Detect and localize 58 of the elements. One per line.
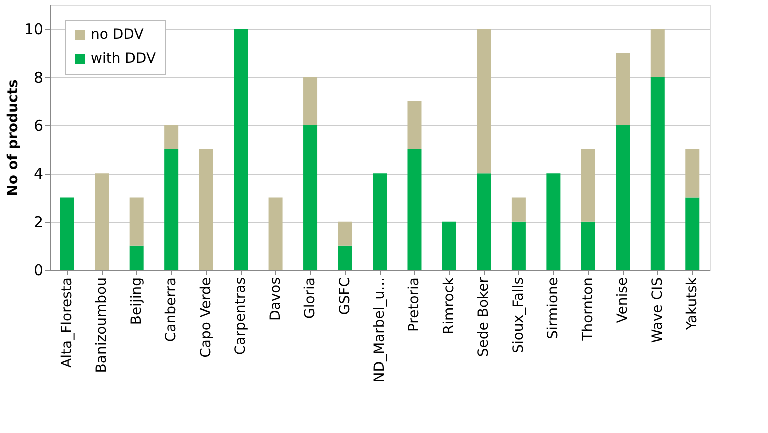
x-tick-label: Pretoria <box>406 278 423 332</box>
x-tick-label: Sioux_Falls <box>510 278 527 354</box>
bar <box>616 53 630 126</box>
bar <box>130 198 144 246</box>
bar <box>477 174 492 270</box>
x-tick-label: Banizoumbou <box>94 278 110 374</box>
y-tick-label: 8 <box>34 68 44 87</box>
x-tick-label: Davos <box>268 278 284 322</box>
legend-label: no DDV <box>91 27 144 43</box>
bar <box>686 198 700 270</box>
bar <box>408 101 422 150</box>
bar <box>373 174 387 270</box>
bar <box>304 125 318 270</box>
y-tick-label: 10 <box>24 20 44 39</box>
x-tick-label: Thornton <box>580 278 596 342</box>
y-tick-label: 4 <box>34 165 44 184</box>
legend-label: with DDV <box>91 51 156 67</box>
bar <box>164 125 179 150</box>
y-tick-label: 2 <box>34 213 44 232</box>
bar <box>408 150 422 270</box>
y-tick-label: 0 <box>34 262 44 280</box>
bar <box>616 125 630 270</box>
bar <box>581 150 596 222</box>
bar <box>338 246 352 270</box>
bar <box>546 174 561 270</box>
x-tick-label: Sede Boker <box>476 277 492 358</box>
bar <box>338 222 352 246</box>
x-tick-label: Wave CIS <box>650 277 666 344</box>
x-tick-label: GSFC <box>337 277 354 316</box>
bar <box>130 246 144 270</box>
bar <box>304 77 318 126</box>
x-tick-label: Venise <box>615 278 632 324</box>
x-tick-label: ND_Marbel_u... <box>372 278 388 383</box>
x-tick-label: Gloria <box>302 278 319 320</box>
bar <box>442 222 456 270</box>
bar <box>650 77 665 270</box>
bar <box>268 198 283 270</box>
bar <box>477 29 492 174</box>
y-tick-label: 6 <box>34 116 44 135</box>
x-tick-label: Rimrock <box>441 276 458 335</box>
bar <box>234 29 248 270</box>
x-tick-label: Capo Verde <box>198 278 214 358</box>
bar <box>512 198 526 222</box>
bar <box>164 150 179 270</box>
x-tick-label: Carpentras <box>233 278 250 356</box>
x-tick-label: Alta_Floresta <box>59 278 76 368</box>
bar <box>95 174 110 270</box>
y-axis-title: No of products <box>5 80 22 196</box>
bar <box>650 29 665 78</box>
x-tick-label: Beijing <box>128 278 145 326</box>
bar <box>60 198 74 270</box>
x-tick-label: Canberra <box>164 278 180 342</box>
x-tick-label: Sirmione <box>546 278 562 340</box>
bar <box>581 222 596 270</box>
bar <box>686 150 700 198</box>
x-tick-label: Yakutsk <box>684 276 701 332</box>
bar <box>199 150 214 270</box>
bar <box>512 222 526 270</box>
